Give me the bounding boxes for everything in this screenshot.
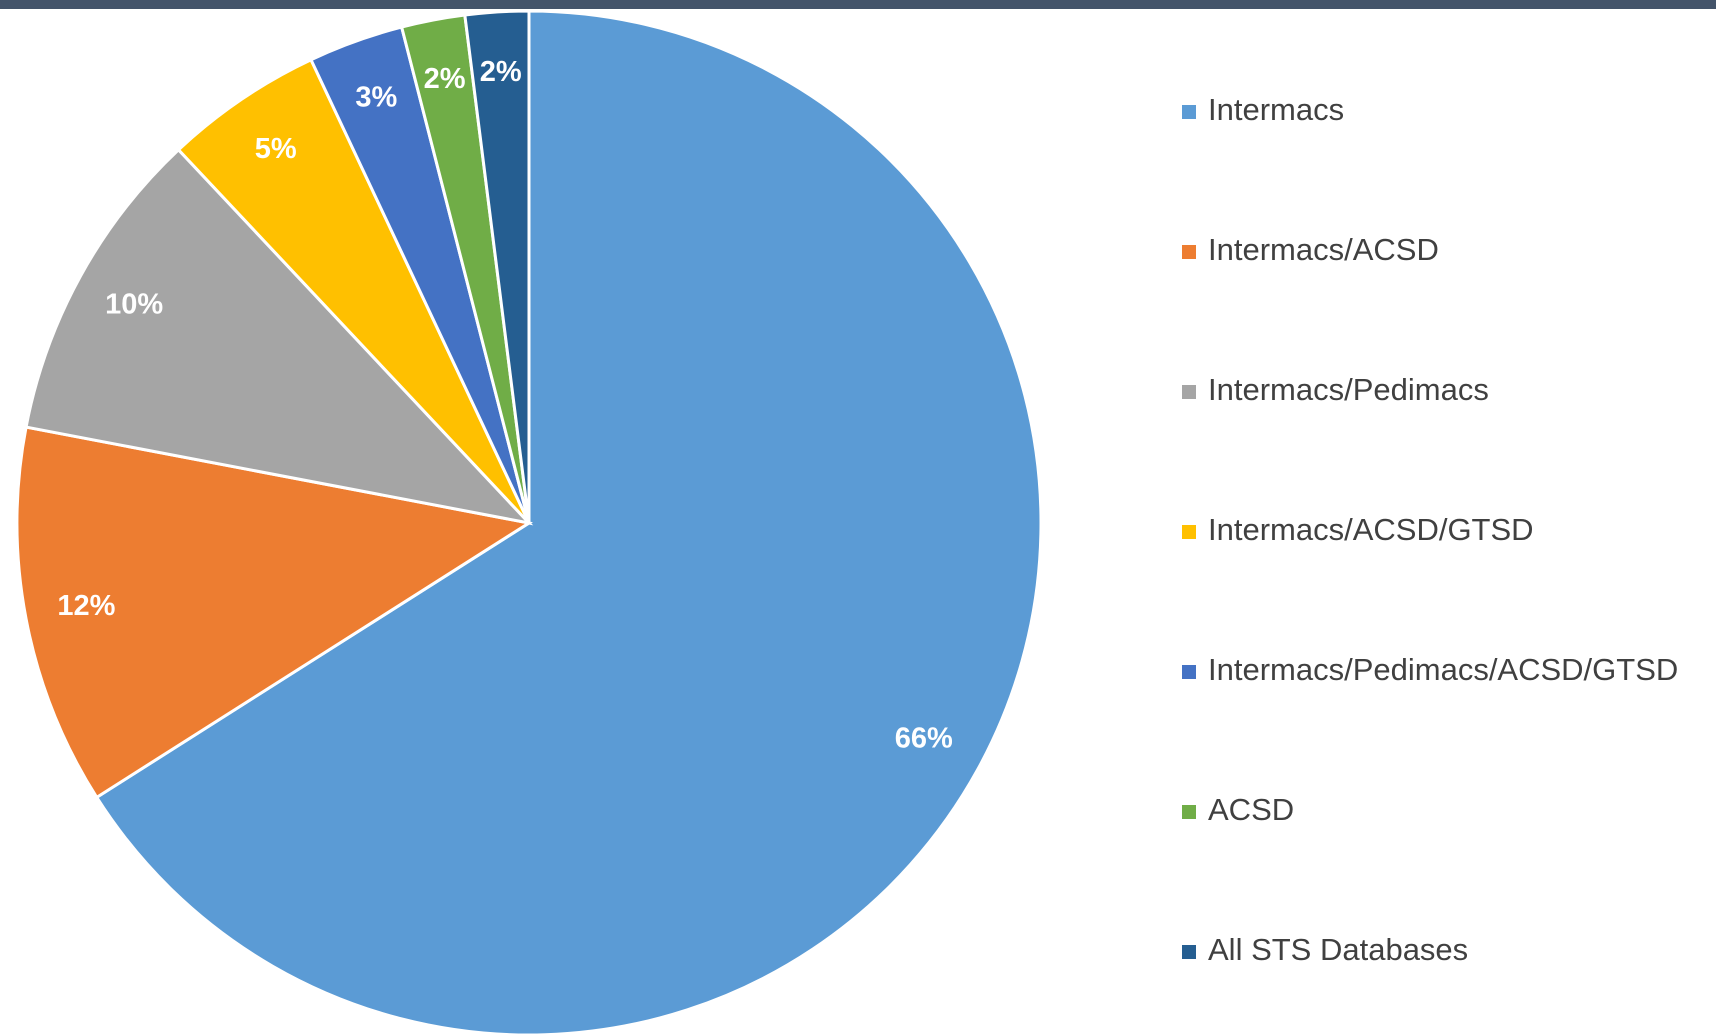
legend-label: All STS Databases [1208,932,1468,967]
data-label: 3% [355,82,397,114]
data-label: 2% [424,63,466,95]
legend-swatch [1182,245,1196,259]
data-label: 10% [105,289,163,321]
legend-swatch [1182,105,1196,119]
pie-slice [463,9,531,524]
pie-slice [94,9,1043,1034]
legend-swatch [1182,385,1196,399]
data-label: 66% [895,723,953,755]
legend-label: Intermacs [1208,92,1344,127]
pie-slice [176,57,531,525]
legend-swatch [1182,665,1196,679]
legend-swatch [1182,805,1196,819]
pie-slice [24,147,534,526]
legend-label: Intermacs/Pedimacs/ACSD/GTSD [1208,652,1678,687]
legend-swatch [1182,525,1196,539]
data-label: 2% [480,56,522,88]
top-bar [0,0,1716,9]
pie-slice [15,425,534,800]
legend-label: ACSD [1208,792,1294,827]
legend-label: Intermacs/ACSD/GTSD [1208,512,1534,547]
data-label: 12% [57,590,115,622]
legend-swatch [1182,945,1196,959]
data-label: 5% [255,133,297,165]
legend-label: Intermacs/Pedimacs [1208,372,1489,407]
legend-label: Intermacs/ACSD [1208,232,1439,267]
